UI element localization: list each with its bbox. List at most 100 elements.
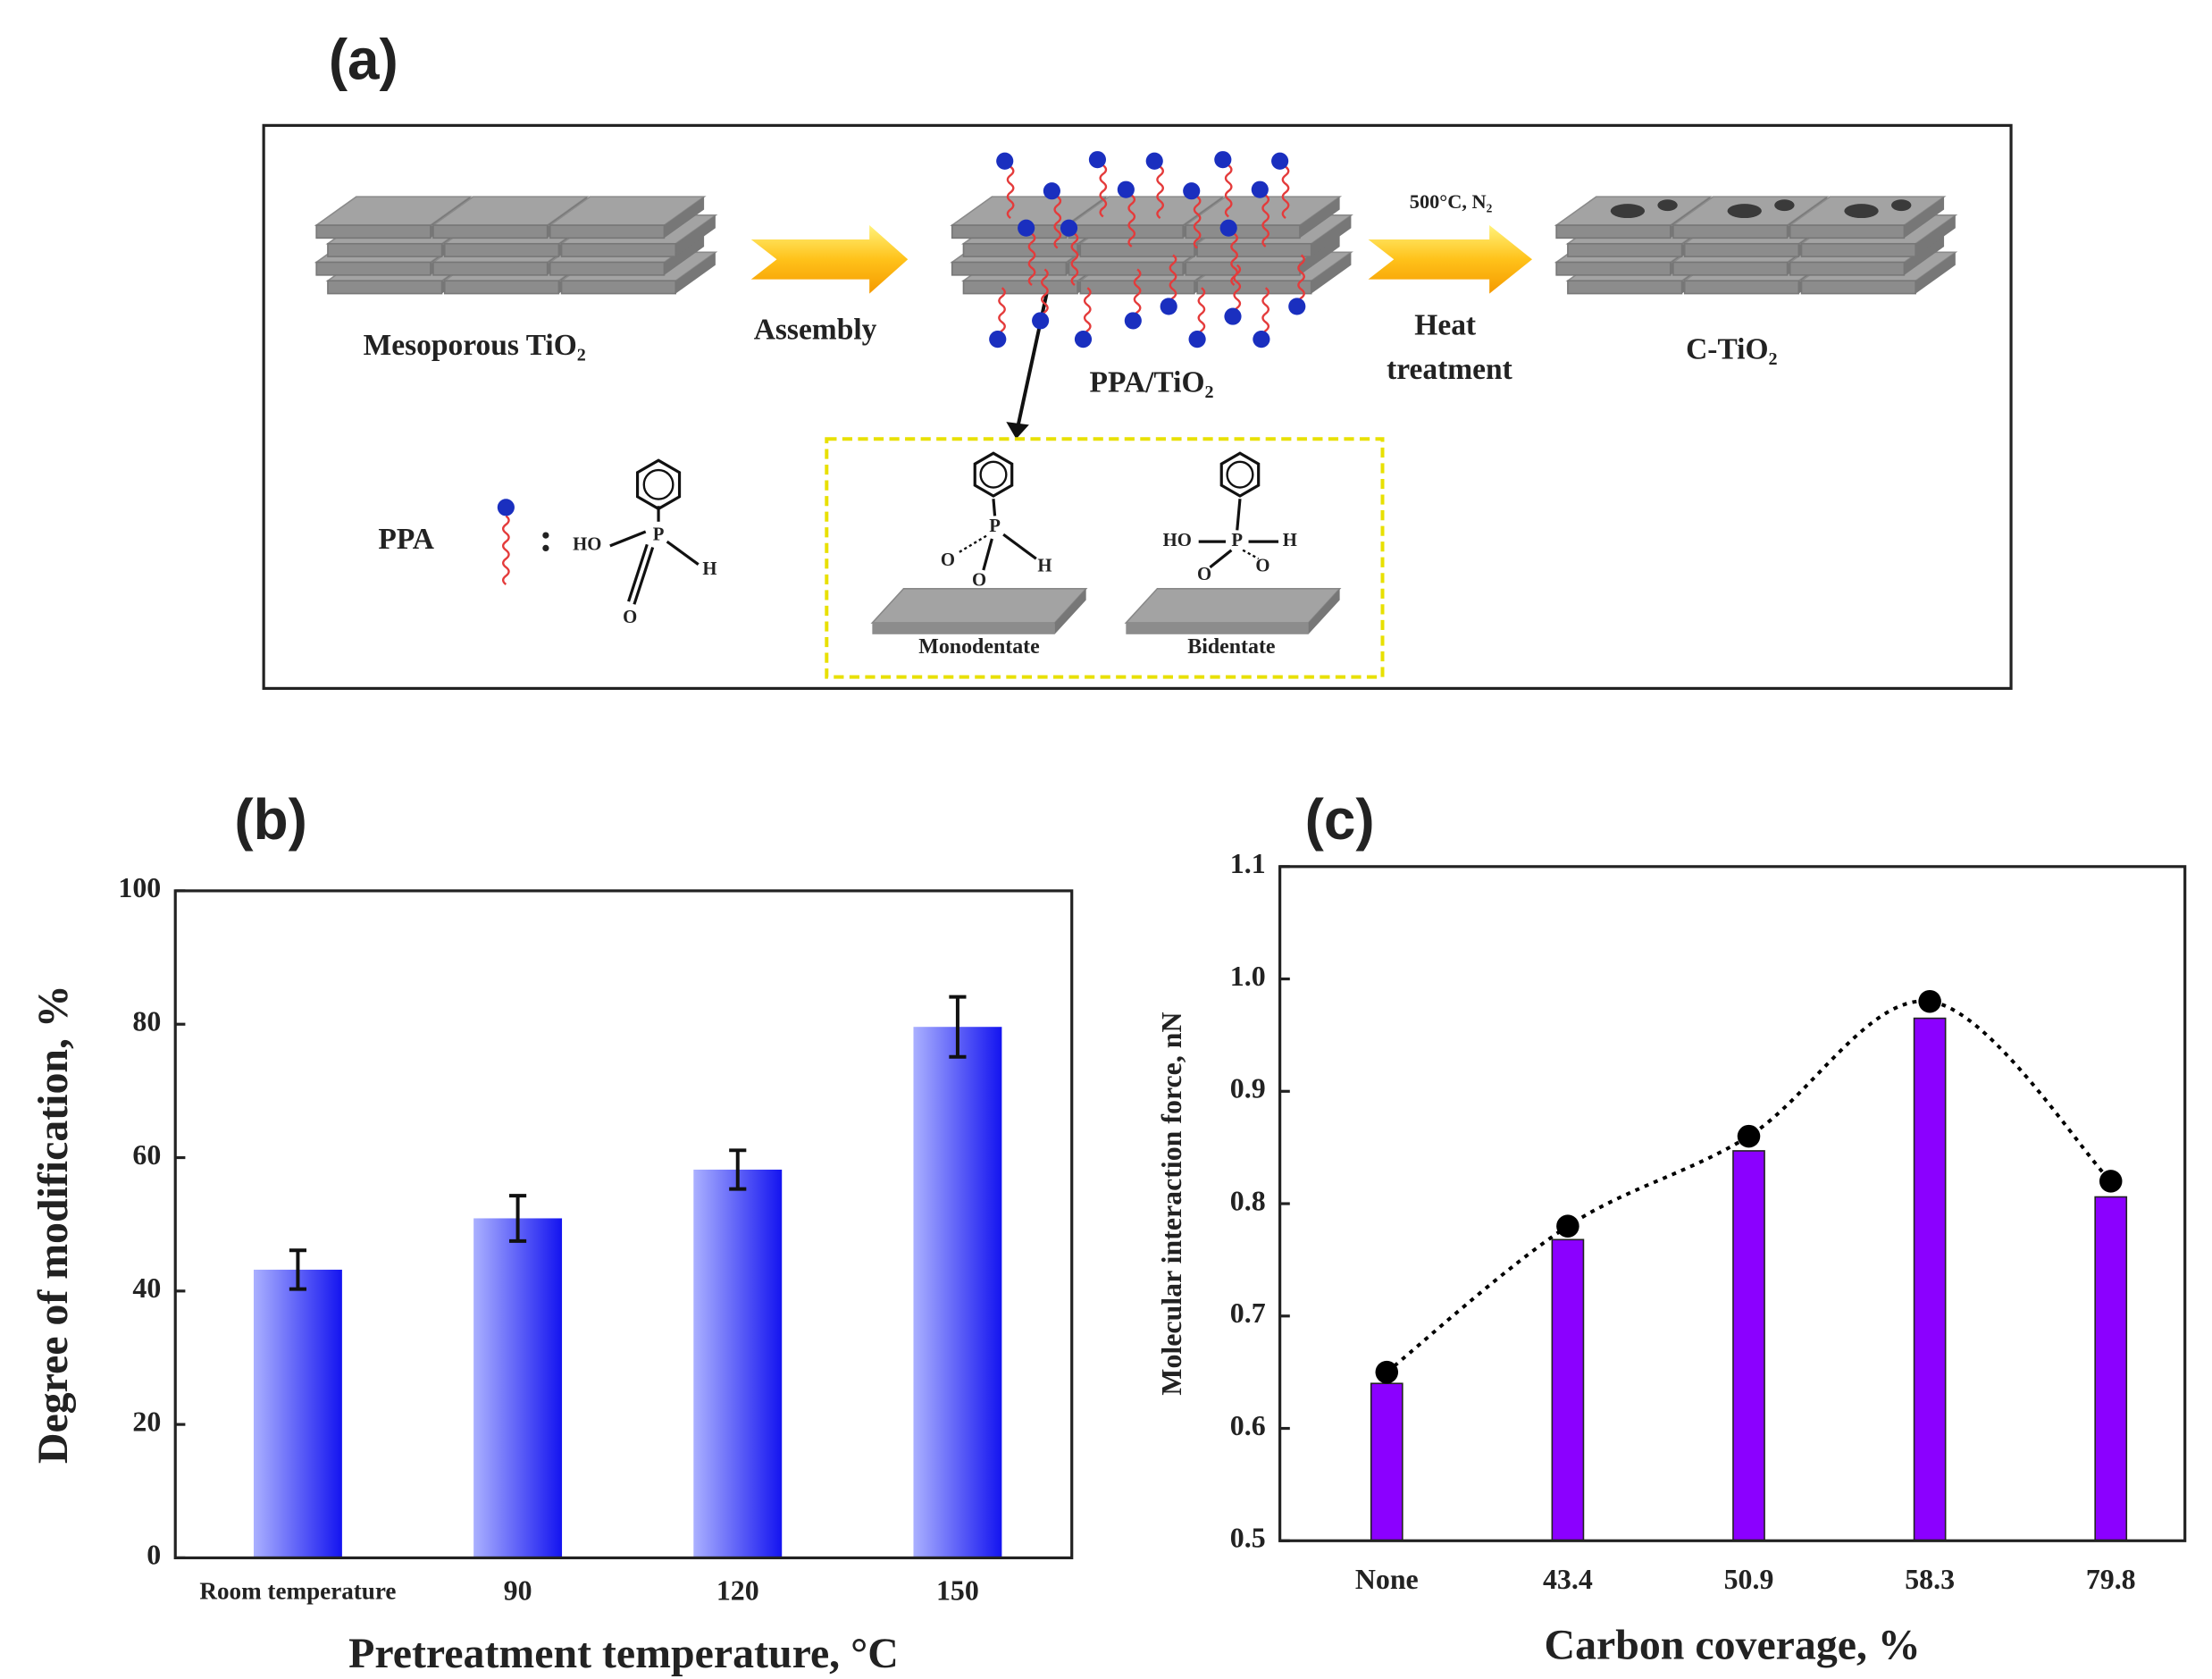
- bond: [666, 540, 700, 566]
- label: Bidentate: [1187, 635, 1275, 659]
- slab-front: [1068, 224, 1184, 239]
- chain: [1169, 254, 1177, 307]
- slab-top: [870, 587, 1088, 624]
- arrow: [1368, 225, 1533, 294]
- y-axis-label: Degree of modification, %: [29, 985, 77, 1464]
- slab-side: [1915, 252, 1956, 294]
- bar: [913, 1027, 1002, 1558]
- slab-front: [443, 280, 560, 295]
- slab-side: [1311, 214, 1352, 257]
- label: Monodentate: [918, 635, 1039, 659]
- slab-side: [664, 197, 705, 239]
- slab-side: [1054, 588, 1086, 634]
- y-tick-label: 0: [147, 1540, 161, 1571]
- slab-front: [549, 261, 666, 276]
- error-bar: [509, 1194, 527, 1243]
- y-tick-label: 80: [132, 1006, 161, 1037]
- molecule: [1188, 331, 1206, 348]
- x-tick-label: 120: [716, 1575, 759, 1607]
- ring: [973, 451, 1014, 498]
- slab-front: [1567, 280, 1683, 295]
- bar: [1732, 1150, 1765, 1542]
- arrowhead: [1006, 422, 1029, 440]
- bond: [1002, 533, 1037, 560]
- slab-front: [1126, 623, 1309, 634]
- slab-front: [1185, 224, 1301, 239]
- molecule: [1018, 219, 1035, 237]
- bar: [2094, 1196, 2128, 1542]
- atom: O: [1255, 557, 1269, 576]
- bar: [1913, 1017, 1947, 1542]
- bar: [693, 1169, 783, 1558]
- molecule: [1043, 182, 1060, 200]
- slab-top: [1124, 587, 1342, 624]
- x-tick-label: Room temperature: [199, 1578, 396, 1605]
- slab-front: [1683, 242, 1800, 257]
- slab-front: [315, 261, 432, 276]
- panel-title: (b): [234, 787, 306, 852]
- chain: [1006, 165, 1015, 220]
- atom: O: [1197, 565, 1211, 584]
- slab-front: [432, 224, 549, 239]
- chain: [1193, 196, 1202, 249]
- arrow: [750, 225, 909, 294]
- chain: [1281, 165, 1290, 220]
- slab-side: [664, 233, 705, 275]
- chain: [1261, 287, 1270, 340]
- atom: P: [1231, 531, 1243, 550]
- point: [1375, 1360, 1399, 1384]
- error-bar: [289, 1248, 307, 1291]
- y-tick-label: 20: [132, 1406, 161, 1437]
- label: PPA/TiO₂: [1090, 365, 1214, 399]
- chain: [1127, 194, 1136, 248]
- atom: O: [941, 550, 955, 570]
- carbon: [1610, 204, 1646, 219]
- molecule: [1183, 182, 1201, 200]
- atom: P: [653, 525, 665, 544]
- slab-front: [1683, 280, 1800, 295]
- slab-side: [1311, 252, 1352, 294]
- chain: [1083, 287, 1092, 340]
- plot-frame: [173, 889, 1074, 1560]
- y-tick-label: 0.6: [1230, 1410, 1266, 1441]
- y-axis-label: Molecular interaction force, nN: [1156, 1012, 1187, 1395]
- slab-front: [1672, 261, 1789, 276]
- molecule: [1214, 151, 1232, 169]
- molecule: [1224, 307, 1242, 325]
- label: Heat: [1414, 309, 1476, 342]
- atom: H: [1283, 531, 1297, 550]
- error-bar: [729, 1148, 747, 1191]
- atom: O: [972, 571, 986, 591]
- label: C-TiO₂: [1686, 333, 1777, 366]
- bond: [1236, 499, 1242, 531]
- molecule: [1060, 219, 1078, 237]
- x-tick-label: 150: [936, 1575, 979, 1607]
- slab-side: [1308, 588, 1340, 634]
- slab-front: [1567, 242, 1683, 257]
- chain: [1297, 254, 1305, 307]
- plot-frame: [1278, 865, 2187, 1542]
- molecule: [1288, 298, 1306, 315]
- chain: [998, 287, 1006, 340]
- zoom-box: [825, 437, 1385, 679]
- bond: [627, 543, 649, 602]
- x-tick-label: 90: [504, 1575, 532, 1607]
- molecule: [1117, 180, 1135, 198]
- molecule: [1160, 298, 1177, 315]
- x-tick-label: 58.3: [1905, 1564, 1955, 1595]
- slab-front: [951, 261, 1068, 276]
- atom: O: [623, 608, 637, 627]
- slab-front: [560, 242, 676, 257]
- panel-label: (a): [329, 28, 398, 92]
- chain: [1156, 165, 1164, 220]
- frame: [262, 123, 2013, 691]
- point: [2099, 1170, 2123, 1193]
- chain: [1099, 164, 1108, 218]
- y-tick-label: 1.1: [1230, 848, 1266, 879]
- chain: [1053, 196, 1062, 249]
- carbon: [1844, 204, 1879, 219]
- slab-side: [1299, 233, 1340, 275]
- y-tick-label: 60: [132, 1139, 161, 1171]
- molecule: [1145, 152, 1163, 170]
- slab-front: [962, 280, 1078, 295]
